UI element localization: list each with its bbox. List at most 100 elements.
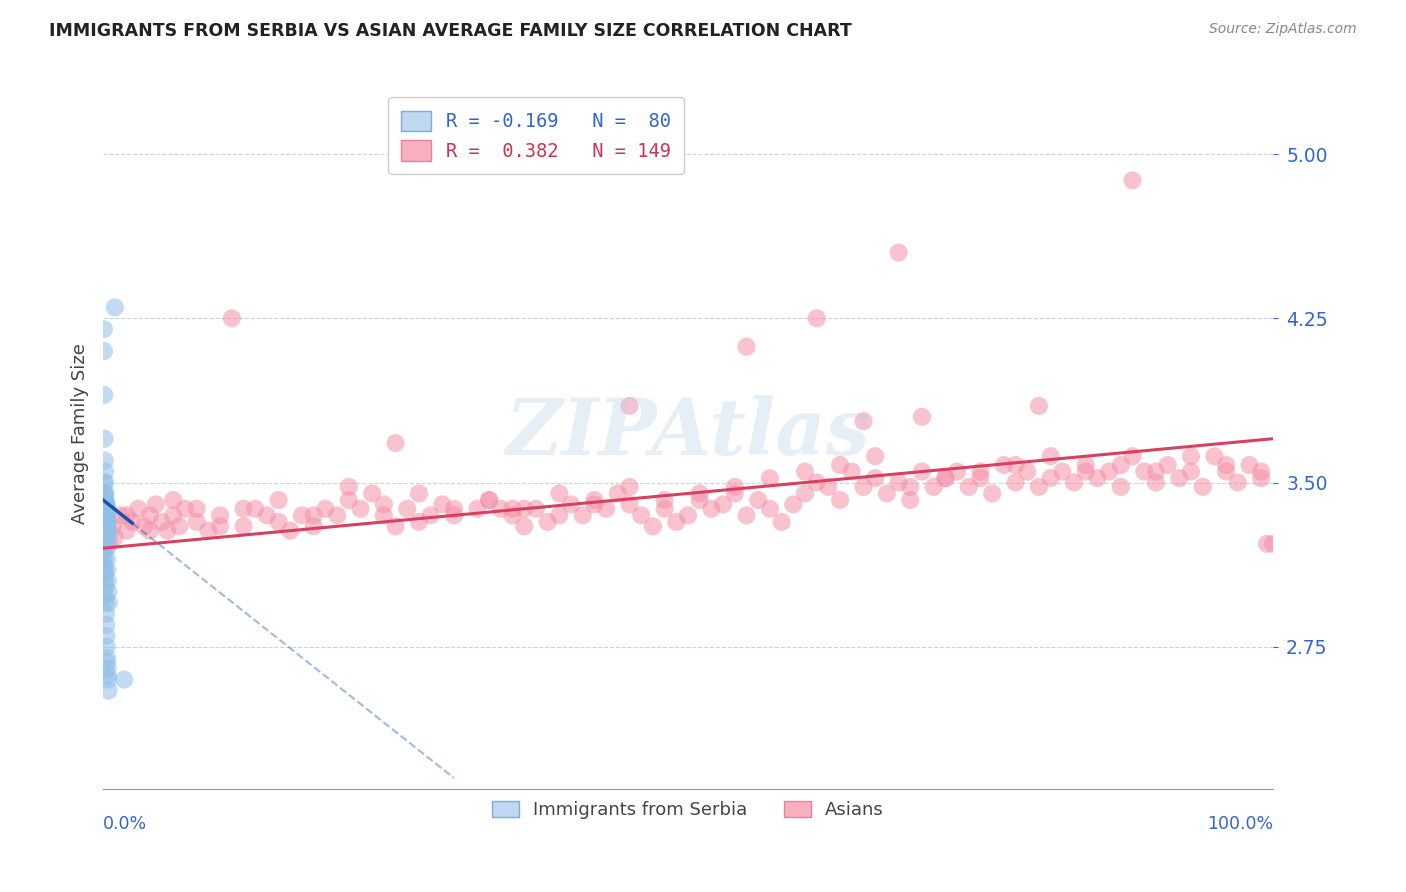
Point [96,541,118,556]
Point [93,552,115,566]
Point [94,581,117,595]
Point [1028,480,1050,494]
Point [94,497,117,511]
Point [93,519,115,533]
Point [898,480,921,494]
Point [1028,399,1050,413]
Point [513,519,536,533]
Point [97,515,120,529]
Point [1226,475,1249,490]
Point [724,480,747,494]
Point [443,501,465,516]
Point [96,508,118,523]
Point [96,519,118,533]
Point [1191,480,1213,494]
Point [934,471,956,485]
Point [876,486,898,500]
Point [911,465,934,479]
Point [93,541,115,556]
Point [94,475,117,490]
Point [115,508,138,523]
Point [408,486,430,500]
Point [548,508,571,523]
Point [96,497,118,511]
Point [256,508,278,523]
Point [1180,449,1202,463]
Point [806,475,828,490]
Point [782,497,804,511]
Point [934,471,956,485]
Point [97,574,120,588]
Text: 0.0%: 0.0% [103,815,148,833]
Point [770,515,793,529]
Point [94,493,117,508]
Point [94,501,117,516]
Point [93,322,115,336]
Point [689,493,711,508]
Point [94,596,117,610]
Point [93,497,115,511]
Text: 100.0%: 100.0% [1206,815,1272,833]
Point [1004,458,1026,472]
Point [93,493,115,508]
Point [101,519,124,533]
Point [96,629,118,643]
Point [94,515,117,529]
Point [1256,537,1278,551]
Point [898,493,921,508]
Point [1156,458,1178,472]
Point [94,501,117,516]
Point [583,493,606,508]
Point [606,486,628,500]
Point [863,449,886,463]
Point [94,506,117,520]
Point [115,524,138,538]
Point [96,501,118,516]
Point [94,486,117,500]
Point [197,524,219,538]
Point [1239,458,1261,472]
Point [302,508,325,523]
Point [419,508,441,523]
Point [94,508,117,523]
Point [595,501,617,516]
Point [97,662,120,676]
Point [1133,465,1156,479]
Point [373,497,395,511]
Point [1250,471,1272,485]
Point [665,515,688,529]
Point [537,515,560,529]
Point [349,501,371,516]
Point [654,501,676,516]
Point [676,508,699,523]
Point [806,311,828,326]
Text: IMMIGRANTS FROM SERBIA VS ASIAN AVERAGE FAMILY SIZE CORRELATION CHART: IMMIGRANTS FROM SERBIA VS ASIAN AVERAGE … [49,22,852,40]
Point [489,501,512,516]
Point [96,515,118,529]
Point [1098,465,1121,479]
Point [337,493,360,508]
Point [759,501,782,516]
Point [1250,465,1272,479]
Point [443,508,465,523]
Point [689,486,711,500]
Point [560,497,582,511]
Y-axis label: Average Family Size: Average Family Size [72,343,89,524]
Point [139,524,162,538]
Point [139,508,162,523]
Point [571,508,593,523]
Point [245,501,267,516]
Point [1004,475,1026,490]
Legend: Immigrants from Serbia, Asians: Immigrants from Serbia, Asians [485,794,891,826]
Point [724,486,747,500]
Point [174,501,197,516]
Point [361,486,384,500]
Point [104,530,127,544]
Point [110,508,132,523]
Point [981,486,1004,500]
Point [97,668,120,682]
Point [221,311,243,326]
Point [94,501,117,516]
Point [145,497,167,511]
Point [337,480,360,494]
